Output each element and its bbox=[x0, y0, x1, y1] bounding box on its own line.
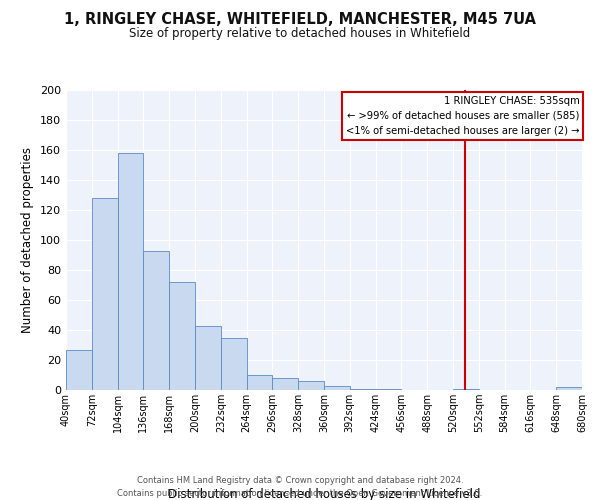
Bar bbox=[92, 198, 118, 390]
Bar bbox=[221, 338, 247, 390]
Bar bbox=[324, 386, 350, 390]
Bar bbox=[247, 375, 272, 390]
Bar bbox=[376, 388, 401, 390]
Bar bbox=[298, 381, 324, 390]
Text: 1, RINGLEY CHASE, WHITEFIELD, MANCHESTER, M45 7UA: 1, RINGLEY CHASE, WHITEFIELD, MANCHESTER… bbox=[64, 12, 536, 28]
Y-axis label: Number of detached properties: Number of detached properties bbox=[22, 147, 34, 333]
Bar bbox=[143, 250, 169, 390]
Text: Contains HM Land Registry data © Crown copyright and database right 2024.: Contains HM Land Registry data © Crown c… bbox=[137, 476, 463, 485]
Bar bbox=[118, 153, 143, 390]
Bar bbox=[350, 388, 376, 390]
Bar bbox=[195, 326, 221, 390]
Bar bbox=[272, 378, 298, 390]
Bar bbox=[453, 388, 479, 390]
Text: 1 RINGLEY CHASE: 535sqm
← >99% of detached houses are smaller (585)
<1% of semi-: 1 RINGLEY CHASE: 535sqm ← >99% of detach… bbox=[346, 96, 580, 136]
Bar bbox=[556, 387, 582, 390]
Bar bbox=[169, 282, 195, 390]
Text: Contains public sector information licensed under the Open Government Licence v3: Contains public sector information licen… bbox=[118, 489, 482, 498]
X-axis label: Distribution of detached houses by size in Whitefield: Distribution of detached houses by size … bbox=[168, 488, 480, 500]
Bar bbox=[66, 350, 92, 390]
Text: Size of property relative to detached houses in Whitefield: Size of property relative to detached ho… bbox=[130, 28, 470, 40]
